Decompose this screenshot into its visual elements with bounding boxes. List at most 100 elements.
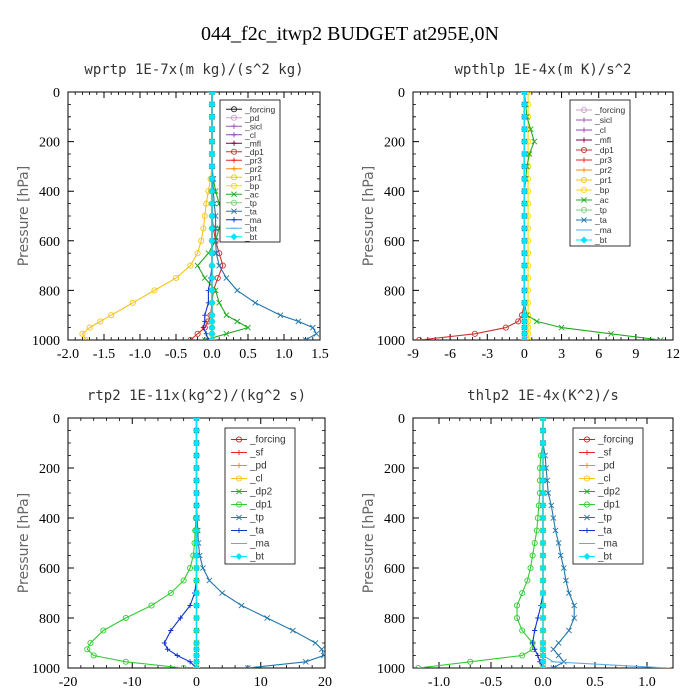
data-point [552,527,559,534]
data-point [90,652,97,659]
data-point [520,162,528,170]
x-tick-label: -20 [59,675,78,690]
data-point [244,665,251,668]
data-point [520,237,528,245]
data-point [202,312,208,318]
y-tick-label: 1000 [377,662,405,677]
x-tick-label: 0.0 [534,675,552,690]
data-point [571,602,578,609]
legend-label: _ac [594,195,609,205]
x-tick-label: 1.0 [638,675,656,690]
y-axis-label: Pressure [hPa] [16,166,32,266]
data-point [520,224,528,232]
data-point [520,336,528,340]
legend-label: _pr2 [594,165,612,175]
data-point [208,187,216,195]
data-point [515,318,522,325]
series-line-dp1 [86,418,198,668]
y-tick-label: 600 [39,562,60,577]
legend-marker [231,157,237,163]
data-point [208,138,216,146]
data-point [180,577,187,584]
y-tick-label: 0 [398,86,405,101]
legend-label: _forcing [594,105,626,115]
data-point [192,664,201,668]
x-tick-label: 12 [666,347,680,362]
data-point [219,590,226,596]
legend-label: _ac [244,189,259,199]
legend-label: _forcing [597,435,634,446]
y-tick-label: 800 [384,612,405,627]
data-point [520,299,528,307]
panel-title: wpthlp 1E-4x(m K)/s^2 [454,62,631,78]
y-tick-label: 600 [39,235,60,250]
legend-label: _cl [249,474,263,485]
data-point [539,551,547,560]
y-tick-label: 200 [384,136,405,151]
data-point [539,501,547,510]
data-point [277,312,284,319]
legend-marker [581,197,587,203]
series-group [84,418,325,668]
data-point [416,336,423,340]
legend-label: _sicl [594,115,612,125]
panel-title: thlp2 1E-4x(K^2)/s [467,388,619,404]
data-point [532,646,538,652]
data-point [520,113,528,121]
data-point [544,477,551,484]
legend-label: _bt [594,235,607,245]
data-point [550,515,557,521]
x-tick-label: 10 [254,675,268,690]
data-point [208,125,216,133]
legend-marker [231,132,237,138]
data-point [520,175,528,183]
x-tick-label: -0.5 [165,347,187,362]
legend-marker [231,217,237,223]
legend-marker [581,137,587,143]
x-tick-label: 9 [632,347,639,362]
data-point [252,299,259,306]
data-point [519,652,526,659]
data-point [657,337,664,340]
data-point [167,589,174,597]
panel-title: wprtp 1E-7x(m kg)/(s^2 kg) [84,62,303,78]
data-point [192,426,201,435]
legend-label: _pd [597,461,615,472]
data-point [531,539,538,547]
data-point [519,589,526,597]
data-point [539,439,547,447]
data-point [148,602,155,609]
data-point [203,331,209,337]
legend: _forcing _sf _pd _cl _dp2 _dp1 _tp _ta _ma _bt [572,427,644,565]
data-point [200,565,206,571]
legend-label: _dp1 [594,145,614,155]
legend-marker [584,488,590,495]
legend-marker [584,527,590,534]
legend-label: _sicl [244,121,262,131]
data-point [208,92,216,96]
legend-label: _pr1 [594,175,612,185]
data-point [309,324,316,331]
data-point [557,552,564,559]
data-point [192,418,201,422]
data-point [208,330,216,338]
legend-marker [236,462,242,469]
legend-marker [583,501,591,508]
data-point [312,640,319,646]
data-point [520,138,528,146]
data-point [520,125,528,133]
y-tick-label: 0 [53,412,60,427]
data-point [539,418,547,422]
data-point [529,552,536,559]
legend-label: _pr2 [244,164,262,174]
data-point [320,652,325,659]
y-tick-label: 800 [39,284,60,299]
legend-marker [584,462,590,469]
data-point [192,589,201,597]
legend-label: _bt [244,223,257,233]
legend-marker [235,436,243,443]
data-point [208,162,216,170]
panel-3: rtp2 1E-11x(kg^2)/(kg^2 s) Pressure [hPa]… [16,388,332,690]
data-point [192,489,201,497]
legend-label: _bp [244,181,259,191]
